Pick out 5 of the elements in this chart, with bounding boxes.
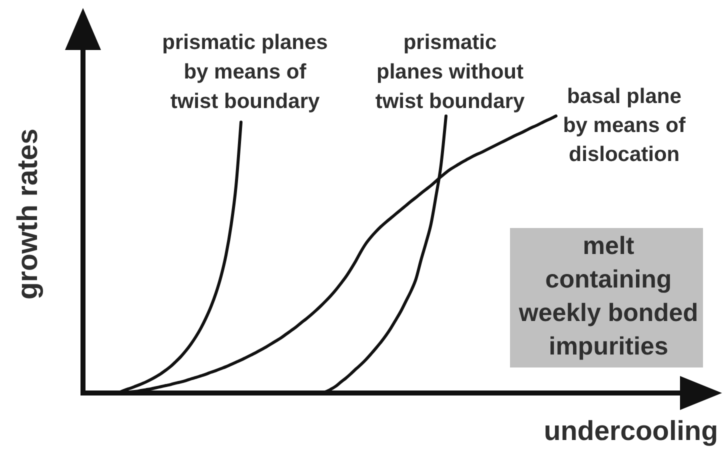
y-axis-title: growth rates [12, 128, 44, 300]
text: prismatic planes without twist boundary [375, 31, 525, 113]
series-label: basal plane by means of dislocation [562, 85, 686, 166]
text: prismatic planes by means of twist boundary [162, 31, 328, 113]
x-axis-title: undercooling [544, 415, 718, 446]
